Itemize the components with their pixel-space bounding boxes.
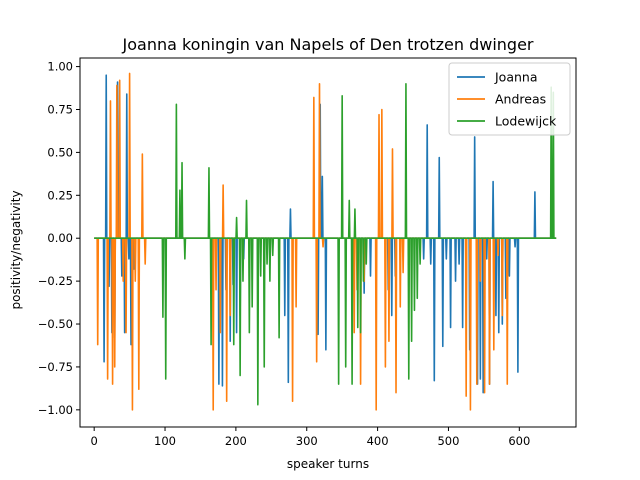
y-tick-label: 0.25 [47, 188, 73, 202]
legend-box [448, 62, 571, 136]
x-tick-label: 500 [437, 434, 459, 448]
y-tick-label: 0.75 [47, 102, 73, 116]
legend-label-joanna: Joanna [494, 70, 538, 85]
x-tick-label: 100 [154, 434, 176, 448]
x-tick-label: 400 [367, 434, 389, 448]
series-lines [94, 72, 557, 411]
y-axis-label: positivity/negativity [9, 190, 23, 309]
series-line-lodewijck [94, 82, 557, 406]
chart-title: Joanna koningin van Napels of Den trotze… [122, 35, 534, 54]
y-tick-label: 0.00 [47, 231, 73, 245]
x-axis-label: speaker turns [287, 457, 369, 471]
y-axis-ticks: −1.00 −0.75 −0.50 −0.25 0.00 0.25 0.50 0.75 1.00 [38, 60, 80, 417]
plot-frame [79, 57, 577, 428]
x-axis-ticks: 0 100 200 300 400 500 600 [91, 427, 530, 448]
y-tick-label: 0.50 [47, 145, 73, 159]
legend-label-andreas: Andreas [495, 92, 546, 107]
x-tick-label: 600 [508, 434, 530, 448]
y-tick-label: 1.00 [47, 60, 73, 74]
y-tick-label: −0.50 [38, 317, 73, 331]
legend: Joanna Andreas Lodewijck [448, 62, 571, 136]
legend-label-lodewijck: Lodewijck [495, 114, 557, 129]
x-tick-label: 200 [225, 434, 247, 448]
x-tick-label: 300 [296, 434, 318, 448]
x-tick-label: 0 [91, 434, 98, 448]
y-tick-label: −0.75 [38, 360, 73, 374]
y-tick-label: −1.00 [38, 403, 73, 417]
y-tick-label: −0.25 [38, 274, 73, 288]
